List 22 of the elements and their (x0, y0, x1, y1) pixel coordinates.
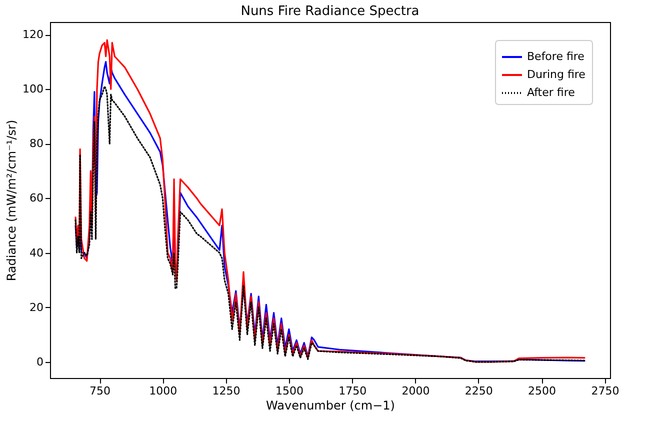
legend-label: During fire (527, 68, 586, 81)
x-tick-label: 1250 (212, 384, 240, 398)
legend-label: Before fire (527, 50, 585, 63)
x-tick-label: 2500 (528, 384, 556, 398)
y-axis-title: Radiance (mW/m²/cm⁻¹/sr) (4, 120, 19, 282)
x-tick-label: 750 (90, 384, 111, 398)
y-tick-label: 40 (30, 246, 44, 260)
y-tick-label: 60 (30, 192, 44, 205)
x-tick-label: 2250 (464, 384, 493, 398)
x-axis-title: Wavenumber (cm−1) (266, 398, 395, 412)
legend-label: After fire (527, 86, 576, 99)
x-tick-label: 2000 (402, 384, 430, 398)
x-tick-label: 1750 (338, 384, 367, 398)
chart-title: Nuns Fire Radiance Spectra (240, 4, 420, 19)
y-tick-label: 20 (30, 300, 44, 314)
y-tick-label: 120 (22, 28, 44, 42)
y-tick-label: 0 (36, 355, 44, 368)
x-tick-label: 1000 (149, 384, 178, 398)
y-tick-label: 100 (22, 82, 44, 96)
x-tick-label: 2750 (591, 384, 620, 398)
x-tick-label: 1500 (275, 384, 304, 398)
y-tick-label: 80 (30, 137, 44, 150)
